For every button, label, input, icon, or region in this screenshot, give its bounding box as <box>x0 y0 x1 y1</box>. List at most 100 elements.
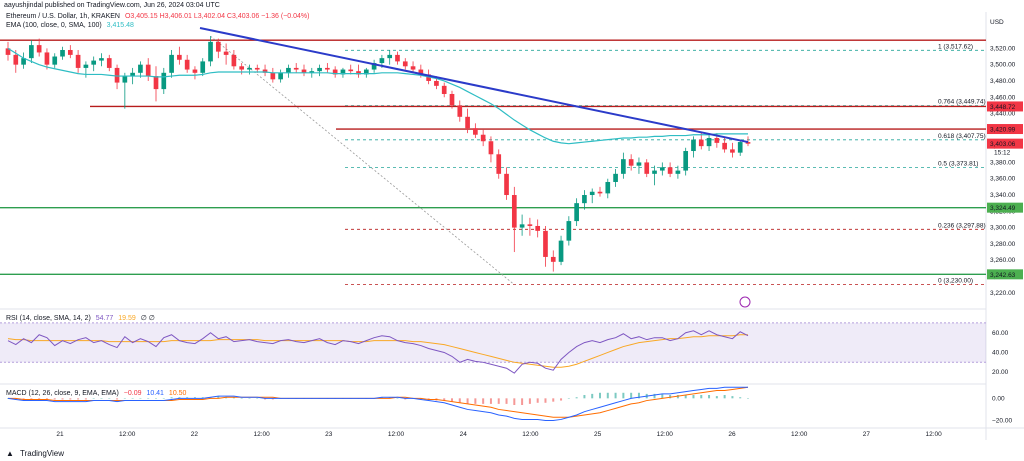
fib-level-label: 0.764 (3,449.74) <box>938 99 986 106</box>
news-lightning-icon <box>739 296 751 308</box>
candle-body <box>184 59 190 70</box>
tradingview-logo-icon: ▲ <box>6 449 14 458</box>
candle-body <box>597 191 603 194</box>
macd-histogram-bar <box>240 398 243 399</box>
macd-histogram-bar <box>669 395 672 399</box>
y-tick-label: 3,260.00 <box>990 257 1016 264</box>
candle-body <box>99 58 104 61</box>
price-tag <box>987 101 1023 112</box>
macd-histogram-bar <box>552 398 555 402</box>
candle-body <box>309 71 315 73</box>
candle-body <box>535 225 541 231</box>
macd-histogram-bar <box>256 398 259 399</box>
bearish-trend-line <box>199 27 749 144</box>
candle-body <box>395 54 400 62</box>
macd-histogram-bar <box>201 397 204 399</box>
macd-label: MACD (12, 26, close, 9, EMA, EMA) <box>6 390 119 397</box>
ema-line <box>7 47 748 145</box>
macd-histogram-bar <box>92 398 95 399</box>
macd-histogram-bar <box>466 398 469 404</box>
macd-histogram-bar <box>637 392 640 399</box>
candle-body <box>737 142 743 153</box>
x-tick-label: 21 <box>56 431 64 438</box>
rsi-tick-label: 20.00 <box>992 369 1009 376</box>
candle-body <box>488 141 494 155</box>
candle-body <box>200 61 206 73</box>
candle-body <box>122 76 128 83</box>
x-tick-label: 25 <box>594 431 602 438</box>
candle-body <box>60 49 65 57</box>
candle-body <box>722 142 727 150</box>
rsi-band <box>0 322 986 363</box>
candle-body <box>706 137 712 147</box>
candle-body <box>473 128 478 135</box>
fib-level-label: 0.618 (3,407.75) <box>938 133 986 140</box>
candle-body <box>379 58 385 64</box>
macd-histogram-bar <box>388 397 391 399</box>
macd-histogram-bar <box>497 398 500 404</box>
macd-histogram-bar <box>708 395 711 399</box>
macd-histogram-bar <box>630 392 633 399</box>
candle-body <box>698 139 704 147</box>
macd-histogram-bar <box>396 398 399 399</box>
macd-histogram-bar <box>544 398 547 403</box>
candle-body <box>138 64 143 73</box>
candle-body <box>371 63 377 70</box>
macd-histogram-bar <box>248 398 251 399</box>
y-tick-label: 3,360.00 <box>990 176 1016 183</box>
candle-body <box>169 54 174 73</box>
macd-histogram-bar <box>100 398 103 399</box>
price-tag-label: 3,420.99 <box>990 127 1016 134</box>
candle-body <box>239 66 245 70</box>
candle-body <box>714 137 720 143</box>
candle-body <box>613 173 618 182</box>
candle-body <box>527 224 533 226</box>
macd-histogram-bar <box>209 397 212 399</box>
macd-histogram-bar <box>505 398 508 404</box>
macd-histogram-bar <box>575 397 578 399</box>
candle-body <box>418 69 424 75</box>
candle-body <box>387 54 393 59</box>
x-tick-label: 26 <box>728 431 736 438</box>
candle-body <box>114 67 120 83</box>
y-tick-label: 3,300.00 <box>990 225 1016 232</box>
candle-body <box>582 195 587 204</box>
macd-histogram-bar <box>264 398 267 400</box>
macd-histogram-bar <box>162 398 165 399</box>
macd-histogram-bar <box>271 398 274 400</box>
macd-histogram-bar <box>458 398 461 403</box>
rsi-extra: ∅ ∅ <box>140 315 155 322</box>
candle-body <box>675 170 681 174</box>
candle-body <box>621 159 626 174</box>
macd-histogram-bar <box>419 398 422 400</box>
x-tick-label: 12:00 <box>522 431 539 438</box>
x-tick-label: 12:00 <box>388 431 405 438</box>
candle-body <box>511 195 517 228</box>
price-tag <box>987 202 1023 213</box>
macd-histogram-bar <box>482 398 485 404</box>
candle-body <box>36 45 42 53</box>
candle-body <box>286 67 291 73</box>
candle-body <box>301 69 307 73</box>
candle-body <box>247 67 252 70</box>
rsi-value-2: 19.59 <box>118 315 136 322</box>
macd-histogram-bar <box>599 392 601 399</box>
candle-body <box>410 66 416 70</box>
candle-body <box>550 256 556 262</box>
price-tag-label: 3,242.63 <box>990 272 1016 279</box>
macd-histogram-bar <box>84 398 87 400</box>
price-tag-label: 3,403.06 <box>990 141 1016 148</box>
rsi-tick-label: 60.00 <box>992 330 1009 337</box>
macd-histogram-bar <box>692 395 695 399</box>
macd-histogram-bar <box>53 398 56 400</box>
x-tick-label: 12:00 <box>119 431 136 438</box>
candle-body <box>667 167 673 174</box>
candle-body <box>5 48 11 55</box>
candle-body <box>332 69 338 75</box>
candle-body <box>457 105 463 117</box>
x-tick-label: 23 <box>325 431 333 438</box>
candle-body <box>504 173 509 196</box>
macd-histogram-bar <box>45 398 48 400</box>
candle-body <box>426 74 431 81</box>
